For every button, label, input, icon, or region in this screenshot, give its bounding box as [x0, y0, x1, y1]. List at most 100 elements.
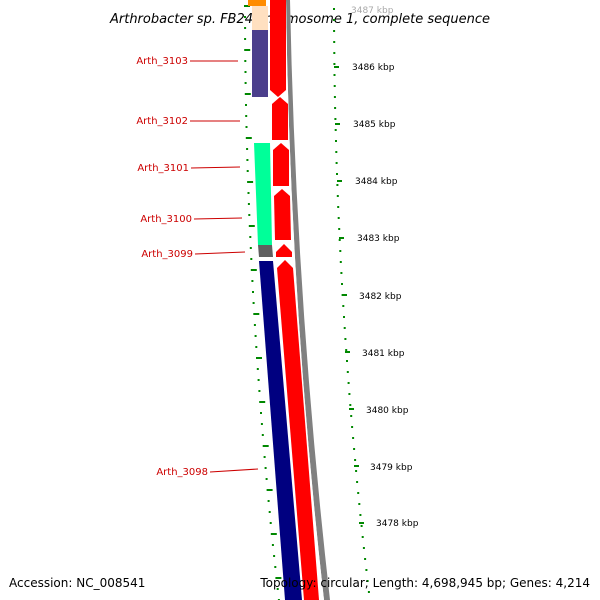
gene-label-arth3102[interactable]: Arth_3102 — [136, 116, 188, 127]
gene-arrow-arth3100[interactable] — [274, 189, 291, 240]
gene-block-arth3099[interactable] — [258, 245, 273, 257]
kbp-label-3480: 3480 kbp — [366, 406, 409, 416]
gene-arrow-arth3103[interactable] — [270, 0, 286, 97]
ruler-dot — [342, 305, 345, 307]
gene-label-arth3101[interactable]: Arth_3101 — [137, 163, 189, 174]
tick-dot — [250, 269, 257, 271]
tick-dot — [276, 588, 279, 590]
gene-label-arth3100[interactable]: Arth_3100 — [140, 214, 192, 225]
ruler-dot — [354, 459, 357, 461]
tick-dot — [244, 71, 247, 73]
tick-dot — [260, 412, 262, 414]
tick-dot — [271, 544, 274, 546]
ruler-dot — [333, 19, 335, 21]
tick-dot — [274, 566, 277, 568]
ruler-dot — [333, 52, 336, 54]
tick-dot — [250, 258, 253, 260]
kbp-label-3481: 3481 kbp — [362, 349, 405, 359]
tick-dot — [245, 115, 248, 117]
tick-dot — [244, 93, 251, 95]
gene-label-arth3099[interactable]: Arth_3099 — [141, 249, 193, 260]
tick-dot — [253, 313, 260, 315]
kbp-label-3479: 3479 kbp — [370, 463, 413, 473]
ruler-dot — [360, 525, 363, 527]
tick-dot — [256, 368, 259, 370]
backbone-ring — [286, 0, 330, 600]
ruler-dot — [333, 30, 336, 32]
ruler-dot — [335, 151, 338, 153]
tick-dot — [269, 522, 272, 524]
gene-block-arth3103[interactable] — [252, 30, 268, 97]
ruler-dot — [333, 8, 335, 10]
gene-arrow-arth3098[interactable] — [277, 260, 319, 600]
gene-block-orange[interactable] — [248, 0, 266, 6]
ruler-dot — [337, 206, 340, 208]
ruler-dot — [349, 404, 352, 406]
ruler-dot — [338, 228, 341, 230]
tick-dot — [244, 60, 247, 62]
ruler-dot — [339, 261, 342, 263]
tick-dot — [253, 324, 256, 326]
gene-arrow-arth3101[interactable] — [273, 143, 289, 186]
ruler-dot — [333, 85, 336, 87]
ruler-dot — [343, 327, 346, 329]
ruler-dot — [350, 415, 353, 417]
ruler-dot — [333, 41, 336, 43]
tick-dot — [262, 445, 269, 447]
ruler-dot — [355, 470, 358, 472]
ruler-dot — [333, 63, 336, 65]
tick-dot — [244, 38, 247, 40]
tick-dot — [266, 489, 273, 491]
ruler-dot — [362, 547, 365, 549]
tick-dot — [265, 478, 268, 480]
kbp-label-3482: 3482 kbp — [359, 292, 402, 302]
tick-dot — [244, 5, 250, 7]
ruler-dot — [339, 250, 342, 252]
gene-arrow-arth3099[interactable] — [276, 244, 292, 257]
tick-dot — [247, 203, 250, 205]
ruler-dot — [337, 217, 340, 219]
ruler-dot — [334, 118, 337, 120]
tick-dot — [264, 467, 267, 469]
tick-dot — [246, 148, 249, 150]
gene-label-arth3098[interactable]: Arth_3098 — [156, 467, 208, 478]
gene-block-light[interactable] — [252, 6, 268, 30]
tick-dot — [257, 379, 260, 381]
ruler-dot — [343, 316, 345, 318]
gene-block-arth3098[interactable] — [259, 261, 302, 600]
topology-text: Topology: circular; Length: 4,698,945 bp… — [259, 576, 590, 590]
map-title: Arthrobacter sp. FB24 chromosome 1, comp… — [109, 12, 490, 27]
kbp-label-group: 3487 kbp 3486 kbp 3485 kbp 3484 kbp 3483… — [334, 6, 419, 529]
ruler-dot — [333, 74, 336, 76]
tick-dot — [256, 357, 262, 359]
gene-label-arth3103[interactable]: Arth_3103 — [136, 56, 188, 67]
tick-dot — [258, 390, 261, 392]
tick-dot — [255, 346, 258, 348]
kbp-ruler-dots — [333, 8, 370, 593]
ruler-dot — [351, 426, 354, 428]
ruler-dot — [338, 239, 341, 241]
ruler-dot — [348, 393, 351, 395]
tick-dot — [244, 82, 247, 84]
ruler-dot — [335, 140, 337, 142]
gene-arrow-arth3102[interactable] — [272, 97, 288, 140]
ruler-dot — [353, 448, 356, 450]
tick-dot — [254, 335, 257, 337]
ruler-dot — [359, 514, 362, 516]
tick-dot — [249, 236, 252, 238]
tick-dot — [270, 533, 277, 535]
kbp-label-3483: 3483 kbp — [357, 234, 400, 244]
ruler-dot — [346, 360, 348, 362]
tick-dot — [268, 511, 271, 513]
ruler-dot — [352, 437, 355, 439]
tick-dot — [249, 247, 252, 249]
gene-block-arth3101-3100[interactable] — [254, 143, 272, 245]
kbp-label-3484: 3484 kbp — [355, 177, 398, 187]
ruler-dot — [358, 503, 361, 505]
ruler-dot — [365, 569, 368, 571]
tick-dot — [263, 456, 266, 458]
ruler-dot — [366, 580, 369, 582]
ruler-dot — [345, 349, 348, 351]
